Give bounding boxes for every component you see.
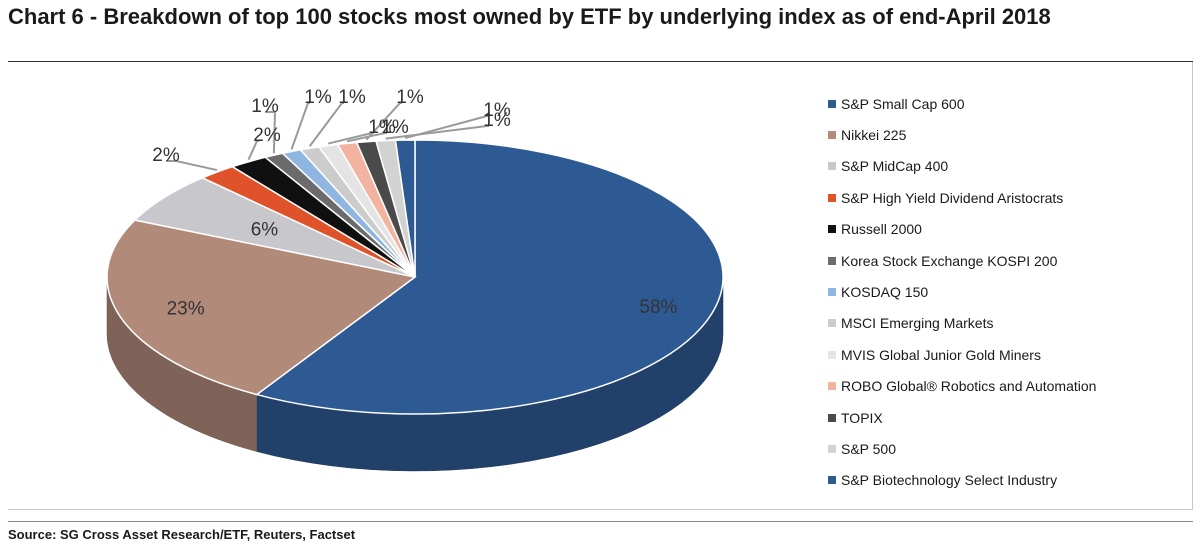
pie-slice-2 bbox=[133, 177, 416, 278]
slice-label-4: 2% bbox=[253, 125, 281, 146]
leader-line-4 bbox=[247, 140, 259, 161]
legend-label: S&P MidCap 400 bbox=[841, 158, 949, 175]
slice-label-5: 1% bbox=[251, 96, 279, 117]
legend-item: S&P 500 bbox=[828, 433, 1188, 464]
chart-frame bbox=[8, 62, 1193, 510]
slice-label-9: 1% bbox=[381, 117, 409, 138]
slice-label-0: 58% bbox=[639, 297, 677, 318]
legend-label: S&P Biotechnology Select Industry bbox=[841, 472, 1058, 489]
legend-label: ROBO Global® Robotics and Automation bbox=[841, 378, 1097, 395]
legend-swatch bbox=[828, 319, 836, 328]
legend-swatch bbox=[828, 225, 836, 234]
slice-label-2: 6% bbox=[251, 219, 279, 240]
chart-legend: S&P Small Cap 600 Nikkei 225 S&P MidCap 40… bbox=[828, 88, 1188, 496]
legend-label: TOPIX bbox=[841, 409, 883, 426]
chart-title: Chart 6 - Breakdown of top 100 stocks mo… bbox=[8, 4, 1051, 29]
legend-label: MVIS Global Junior Gold Miners bbox=[841, 346, 1041, 363]
slice-label-11: 1% bbox=[483, 110, 511, 131]
legend-item: ROBO Global® Robotics and Automation bbox=[828, 371, 1188, 402]
legend-label: MSCI Emerging Markets bbox=[841, 315, 994, 332]
legend-label: Nikkei 225 bbox=[841, 127, 907, 144]
legend-item: Nikkei 225 bbox=[828, 119, 1188, 150]
slice-label-10: 1% bbox=[396, 87, 424, 108]
slice-label-1: 23% bbox=[167, 299, 205, 320]
source-divider bbox=[8, 521, 1193, 522]
legend-label: S&P High Yield Dividend Aristocrats bbox=[841, 189, 1064, 206]
slice-label-6: 1% bbox=[304, 87, 332, 108]
pie-tops bbox=[106, 139, 724, 415]
slice-label-7: 1% bbox=[338, 87, 366, 108]
legend-label: S&P Small Cap 600 bbox=[841, 95, 965, 112]
legend-label: Russell 2000 bbox=[841, 221, 922, 238]
legend-swatch bbox=[828, 131, 836, 140]
legend-item: S&P MidCap 400 bbox=[828, 151, 1188, 182]
leader-line-6 bbox=[290, 102, 310, 150]
legend-item: TOPIX bbox=[828, 402, 1188, 433]
pie-chart: 58%23%6%2%2%1% 1% 1%1%1%1%1%1% bbox=[106, 87, 724, 472]
leader-line-9 bbox=[346, 132, 387, 143]
legend-swatch bbox=[828, 288, 836, 297]
leader-line-7 bbox=[308, 102, 344, 147]
legend-item: MSCI Emerging Markets bbox=[828, 308, 1188, 339]
legend-item: Russell 2000 bbox=[828, 214, 1188, 245]
legend-swatch bbox=[828, 444, 836, 453]
legend-swatch bbox=[828, 476, 836, 485]
legend-item: KOSDAQ 150 bbox=[828, 276, 1188, 307]
pie-labels: 58%23%6%2%2%1% 1% 1%1%1%1%1%1% bbox=[152, 87, 677, 320]
source-note: Source: SG Cross Asset Research/ETF, Reu… bbox=[8, 527, 356, 542]
pie-leader-lines bbox=[166, 102, 489, 172]
legend-swatch bbox=[828, 382, 836, 391]
pie-slice-0 bbox=[255, 139, 724, 415]
legend-item: Korea Stock Exchange KOSPI 200 bbox=[828, 245, 1188, 276]
pie-slice-1 bbox=[106, 219, 417, 396]
legend-item: S&P Small Cap 600 bbox=[828, 88, 1188, 119]
legend-swatch bbox=[828, 193, 836, 202]
slice-label-8: 1% bbox=[368, 117, 396, 138]
legend-swatch bbox=[828, 350, 836, 359]
legend-item: S&P High Yield Dividend Aristocrats bbox=[828, 182, 1188, 213]
legend-label: S&P 500 bbox=[841, 440, 897, 457]
leader-line-12 bbox=[404, 115, 489, 140]
legend-item: S&P Biotechnology Select Industry bbox=[828, 465, 1188, 496]
legend-label: KOSDAQ 150 bbox=[841, 284, 929, 301]
legend-swatch bbox=[828, 256, 836, 265]
slice-label-3: 2% bbox=[152, 145, 180, 166]
legend-item: MVIS Global Junior Gold Miners bbox=[828, 339, 1188, 370]
leader-line-5 bbox=[265, 111, 277, 154]
slice-label-12: 1% bbox=[483, 100, 511, 121]
leader-line-3 bbox=[166, 160, 218, 172]
title-divider bbox=[8, 61, 1193, 62]
legend-swatch bbox=[828, 413, 836, 422]
legend-swatch bbox=[828, 99, 836, 108]
legend-label: Korea Stock Exchange KOSPI 200 bbox=[841, 252, 1058, 269]
leader-line-10 bbox=[365, 102, 402, 141]
legend-swatch bbox=[828, 162, 836, 171]
pie-slice-12 bbox=[394, 139, 416, 278]
